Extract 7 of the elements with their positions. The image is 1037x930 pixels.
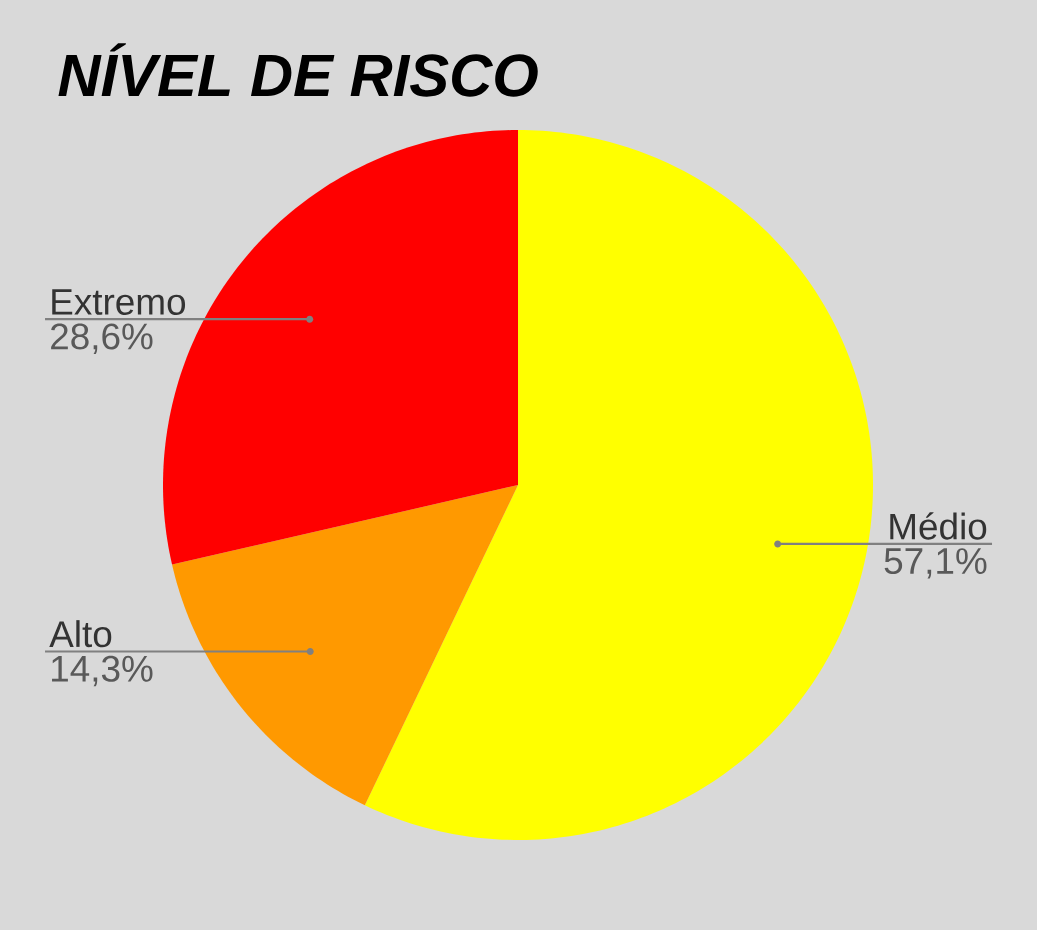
data-label: 14,3% <box>52 655 153 687</box>
data-label: 28,6% <box>51 323 153 354</box>
data-label: 57,1% <box>884 548 987 579</box>
slice-label: Extremo <box>52 289 186 315</box>
slice-label: Alto <box>49 620 112 648</box>
slice-label: Médio <box>890 512 987 540</box>
chart-title: NÍVEL DE RISCO <box>58 43 538 97</box>
